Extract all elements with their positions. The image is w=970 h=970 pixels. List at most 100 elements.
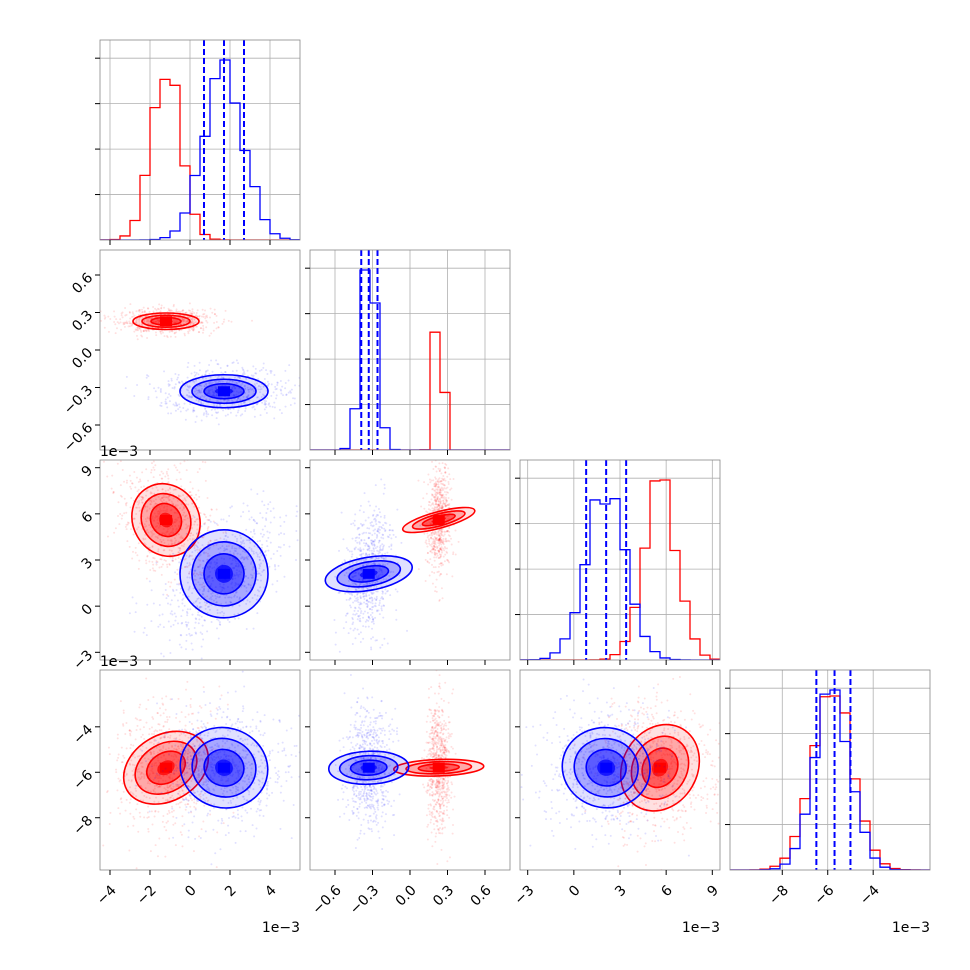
scatter-point: [141, 745, 144, 748]
scatter-point: [164, 509, 167, 512]
scatter-point: [198, 331, 201, 334]
scatter-point: [433, 545, 436, 548]
scatter-point: [198, 495, 201, 498]
scatter-point: [177, 381, 180, 384]
scatter-point: [434, 499, 437, 502]
scatter-point: [132, 312, 135, 315]
scatter-point: [139, 308, 142, 311]
scatter-point: [172, 815, 175, 818]
scatter-point: [232, 567, 235, 570]
scatter-point: [283, 520, 286, 523]
scatter-point: [144, 537, 147, 540]
scatter-point: [177, 524, 180, 527]
scatter-point: [138, 811, 141, 814]
scatter-point: [186, 517, 189, 520]
scatter-point: [432, 495, 435, 498]
scatter-point: [196, 726, 199, 729]
scatter-point: [235, 583, 238, 586]
scatter-point: [273, 401, 276, 404]
scatter-point: [240, 585, 243, 588]
scatter-point: [147, 396, 150, 399]
scatter-point: [369, 557, 372, 560]
scatter-point: [372, 617, 375, 620]
scatter-point: [443, 533, 446, 536]
scatter-point: [168, 486, 171, 489]
scatter-point: [244, 388, 247, 391]
scatter-point: [261, 535, 264, 538]
scatter-point: [184, 498, 187, 501]
scatter-point: [240, 542, 243, 545]
scatter-point: [139, 785, 142, 788]
scatter-point: [167, 736, 170, 739]
scatter-point: [435, 500, 438, 503]
scatter-point: [446, 486, 449, 489]
scatter-point: [376, 580, 379, 583]
scatter-point: [223, 557, 226, 560]
scatter-point: [434, 508, 437, 511]
scatter-point: [172, 785, 175, 788]
scatter-point: [356, 628, 359, 631]
scatter-point: [157, 810, 160, 813]
scatter-point: [438, 574, 441, 577]
scatter-point: [169, 509, 172, 512]
scatter-point: [175, 404, 178, 407]
scatter-point: [443, 453, 445, 455]
scatter-point: [125, 375, 128, 378]
scatter-point: [282, 394, 285, 397]
scatter-point: [170, 330, 173, 333]
scatter-point: [243, 542, 246, 545]
scatter-point: [124, 502, 127, 505]
scatter-point: [148, 560, 151, 563]
scatter-point: [198, 399, 201, 402]
scatter-point: [139, 703, 142, 706]
scatter-point: [241, 382, 244, 385]
scatter-point: [436, 538, 439, 541]
scatter-point: [164, 720, 167, 723]
scatter-point: [360, 555, 363, 558]
scatter-point: [431, 507, 434, 510]
scatter-point: [302, 489, 304, 491]
scatter-point: [208, 576, 211, 579]
scatter-point: [141, 791, 144, 794]
scatter-point: [218, 623, 221, 626]
scatter-point: [171, 502, 174, 505]
scatter-point: [160, 332, 163, 335]
scatter-point: [162, 814, 165, 817]
scatter-point: [372, 540, 375, 543]
scatter-point: [167, 474, 170, 477]
scatter-point: [368, 578, 371, 581]
scatter-point: [168, 549, 171, 552]
scatter-point: [440, 551, 443, 554]
scatter-point: [436, 571, 439, 574]
scatter-point: [165, 829, 168, 832]
scatter-point: [380, 569, 383, 572]
scatter-point: [432, 468, 435, 471]
scatter-point: [152, 733, 155, 736]
scatter-point: [238, 570, 241, 573]
scatter-point: [241, 550, 244, 553]
scatter-point: [434, 494, 437, 497]
scatter-point: [209, 398, 212, 401]
scatter-point: [384, 552, 387, 555]
scatter-point: [433, 485, 436, 488]
scatter-point: [354, 589, 357, 592]
scatter-point: [431, 551, 434, 554]
scatter-point: [234, 574, 237, 577]
scatter-point: [360, 559, 363, 562]
scatter-point: [430, 498, 433, 501]
scatter-point: [143, 310, 146, 313]
scatter-point: [439, 494, 442, 497]
scatter-point: [232, 380, 235, 383]
scatter-point: [200, 321, 203, 324]
scatter-point: [171, 613, 174, 616]
scatter-point: [210, 332, 213, 335]
scatter-point: [187, 736, 190, 739]
scatter-point: [375, 536, 378, 539]
scatter-point: [439, 548, 442, 551]
scatter-point: [374, 528, 377, 531]
scatter-point: [439, 540, 442, 543]
scatter-point: [209, 813, 212, 816]
scatter-point: [356, 592, 359, 595]
scatter-point: [223, 587, 226, 590]
scatter-point: [380, 597, 383, 600]
